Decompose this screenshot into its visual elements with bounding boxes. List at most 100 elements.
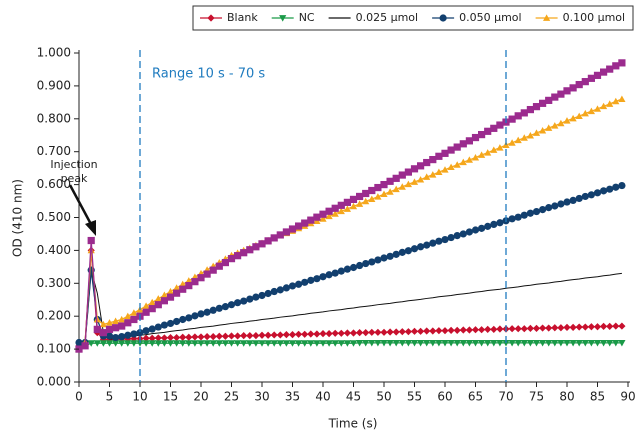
marker — [380, 254, 388, 262]
marker — [105, 325, 114, 333]
marker — [173, 333, 181, 342]
marker — [264, 289, 272, 298]
y-tick-label: 0.500 — [37, 210, 71, 224]
marker — [118, 315, 126, 323]
marker — [136, 329, 144, 337]
marker — [148, 340, 156, 347]
marker — [435, 237, 443, 245]
marker — [343, 329, 351, 337]
marker — [75, 338, 83, 347]
marker — [130, 340, 138, 347]
marker — [331, 210, 339, 217]
marker — [203, 308, 211, 316]
annotation: Injection peak — [50, 158, 98, 185]
marker — [154, 295, 162, 302]
marker — [209, 332, 217, 341]
marker — [587, 107, 595, 115]
marker — [288, 282, 297, 290]
marker — [246, 295, 254, 303]
marker — [587, 323, 595, 331]
marker — [569, 84, 577, 92]
x-tick-label: 65 — [468, 390, 483, 404]
marker — [496, 121, 504, 129]
marker — [453, 339, 461, 347]
marker — [197, 340, 205, 347]
marker — [325, 271, 333, 279]
marker — [563, 323, 571, 331]
x-tick-label: 85 — [590, 390, 605, 404]
y-tick-label: 0.600 — [37, 177, 71, 191]
marker — [478, 151, 486, 158]
marker — [569, 323, 577, 331]
marker — [557, 119, 565, 127]
x-tick-label: 15 — [163, 390, 178, 404]
y-tick-label: 0.000 — [37, 375, 71, 389]
marker — [447, 326, 455, 334]
marker — [551, 122, 559, 129]
marker — [543, 14, 551, 21]
marker — [81, 342, 89, 350]
marker — [142, 327, 150, 335]
marker — [508, 115, 516, 123]
marker — [459, 339, 467, 347]
marker — [325, 340, 333, 347]
marker — [105, 332, 114, 340]
marker — [173, 317, 181, 326]
marker — [569, 114, 577, 122]
x-tick-label: 35 — [285, 390, 300, 404]
marker — [160, 321, 168, 329]
marker — [575, 112, 583, 120]
marker — [337, 340, 345, 347]
marker — [130, 334, 138, 343]
marker — [439, 14, 447, 22]
marker — [349, 340, 358, 347]
marker — [130, 309, 138, 316]
marker — [221, 258, 229, 267]
marker — [478, 326, 486, 334]
marker — [337, 329, 345, 337]
marker — [368, 328, 376, 336]
marker — [459, 230, 467, 238]
marker — [185, 282, 193, 290]
marker — [404, 168, 412, 176]
marker — [93, 315, 101, 323]
marker — [99, 320, 107, 328]
marker — [581, 192, 589, 201]
marker — [270, 331, 278, 339]
marker — [600, 339, 608, 347]
marker — [386, 177, 394, 185]
marker — [514, 213, 522, 221]
marker — [331, 269, 339, 277]
marker — [380, 328, 388, 336]
marker — [441, 149, 449, 157]
marker — [514, 136, 522, 144]
marker — [471, 339, 480, 347]
marker — [105, 340, 114, 347]
marker — [539, 127, 547, 134]
marker — [374, 193, 382, 200]
marker — [160, 297, 168, 305]
marker — [343, 205, 351, 212]
marker — [136, 340, 144, 347]
marker — [148, 298, 156, 306]
marker — [282, 284, 290, 292]
marker — [496, 339, 504, 347]
x-axis-label: Time (s) — [328, 417, 378, 431]
x-tick-label: 75 — [529, 390, 544, 404]
series-line — [78, 98, 623, 350]
marker — [301, 330, 309, 338]
marker — [374, 328, 382, 336]
marker — [514, 325, 522, 333]
marker — [227, 340, 236, 347]
marker — [319, 215, 327, 222]
marker — [581, 339, 589, 347]
marker — [417, 176, 425, 183]
marker — [130, 315, 138, 324]
marker — [319, 340, 327, 347]
marker — [563, 87, 571, 95]
marker — [404, 180, 412, 188]
marker — [258, 340, 266, 347]
marker — [362, 189, 370, 198]
marker — [581, 78, 589, 86]
marker — [490, 339, 498, 347]
